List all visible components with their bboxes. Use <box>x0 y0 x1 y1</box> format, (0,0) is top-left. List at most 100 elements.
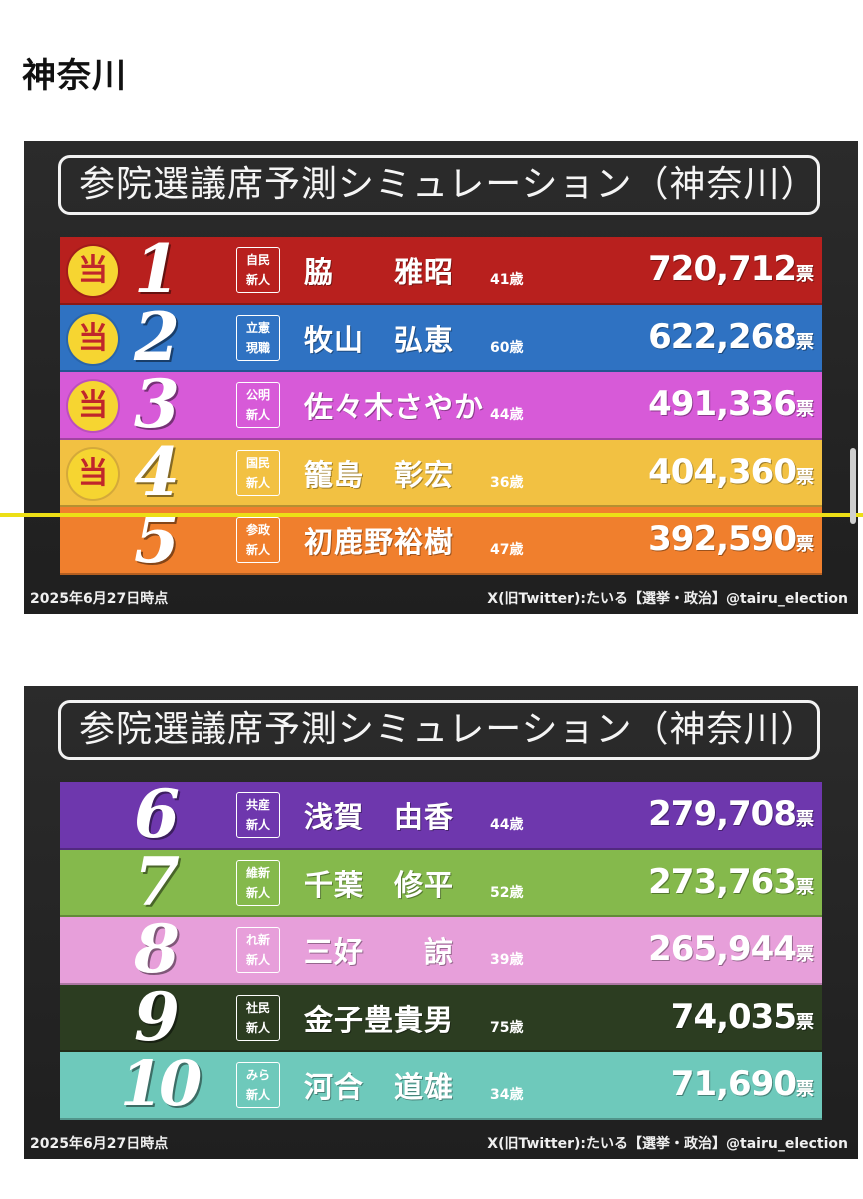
candidate-age: 52歳 <box>490 884 524 901</box>
elected-seal-icon: 当 <box>68 313 118 364</box>
candidate-status: 新人 <box>245 818 270 832</box>
vote-count: 622,268票 <box>648 317 814 357</box>
candidate-age: 60歳 <box>490 339 524 356</box>
candidate-age: 47歳 <box>490 542 524 559</box>
candidate-status: 新人 <box>245 1020 270 1035</box>
candidate-age: 44歳 <box>490 407 524 424</box>
rank-number: 10 <box>120 1047 202 1121</box>
party-badge: 国民 新人 <box>236 449 280 496</box>
rank-number: 4 <box>134 432 180 511</box>
scrollbar-thumb[interactable] <box>850 448 856 524</box>
candidate-name: 牧山 弘恵 <box>304 322 455 357</box>
candidate-status: 新人 <box>245 953 270 968</box>
vote-unit: 票 <box>796 399 814 421</box>
rank-number: 9 <box>134 977 180 1056</box>
vote-count: 265,944票 <box>648 929 814 969</box>
vote-number: 491,336 <box>648 384 797 425</box>
candidate-age: 44歳 <box>490 817 524 833</box>
party-badge: れ新 新人 <box>236 927 280 974</box>
vote-count: 392,590票 <box>648 519 814 559</box>
vote-unit: 票 <box>796 534 814 556</box>
candidate-name: 千葉 修平 <box>304 867 455 902</box>
vote-count: 74,035票 <box>671 997 814 1037</box>
vote-number: 392,590 <box>648 519 797 560</box>
candidate-name: 初鹿野裕樹 <box>304 525 455 560</box>
candidate-name: 佐々木さやか <box>304 390 485 425</box>
candidate-status: 現職 <box>245 340 270 355</box>
vote-unit: 票 <box>796 1011 814 1033</box>
vote-number: 265,944 <box>648 929 797 970</box>
vote-unit: 票 <box>796 876 814 898</box>
rank-number: 6 <box>134 775 180 853</box>
candidate-list: 6 共産 新人 浅賀 由香 44歳 279,708票 7 維新 新人 千葉 修平 52歳… <box>60 776 822 1120</box>
vote-number: 622,268 <box>648 316 797 357</box>
candidate-name: 脇 雅昭 <box>304 255 455 289</box>
candidate-age: 36歳 <box>490 474 524 491</box>
elected-seal-icon: 当 <box>68 448 118 499</box>
party-name: 社民 <box>245 1000 270 1015</box>
candidate-name: 金子豊貴男 <box>304 1002 455 1037</box>
footer-credit: X(旧Twitter):たいる【選挙・政治】@tairu_election <box>487 1136 848 1152</box>
candidate-age: 34歳 <box>490 1087 524 1104</box>
footer-date: 2025年6月27日時点 <box>30 591 169 607</box>
panel-title: 参院選議席予測シミュレーション（神奈川） <box>58 700 820 760</box>
elected-seal-icon: 当 <box>68 381 118 432</box>
footer-credit: X(旧Twitter):たいる【選挙・政治】@tairu_election <box>487 591 848 607</box>
vote-unit: 票 <box>796 1079 814 1101</box>
candidate-status: 新人 <box>245 885 270 900</box>
vote-count: 720,712票 <box>648 249 814 289</box>
party-badge: みら 新人 <box>236 1062 280 1109</box>
candidate-status: 新人 <box>245 475 270 490</box>
party-badge: 参政 新人 <box>236 517 280 564</box>
party-name: 自民 <box>245 253 270 267</box>
party-name: れ新 <box>245 933 270 948</box>
candidate-name: 河合 道雄 <box>304 1070 455 1105</box>
rank-number: 2 <box>134 297 180 376</box>
party-name: 立憲 <box>245 320 270 335</box>
vote-count: 279,708票 <box>648 794 814 834</box>
vote-number: 720,712 <box>648 249 797 289</box>
candidate-age: 41歳 <box>490 272 524 288</box>
candidate-name: 籠島 彰宏 <box>304 457 455 492</box>
candidate-row: 10 みら 新人 河合 道雄 34歳 71,690票 <box>60 1047 822 1120</box>
vote-unit: 票 <box>796 264 814 285</box>
footer-date: 2025年6月27日時点 <box>30 1136 169 1152</box>
party-badge: 自民 新人 <box>236 247 280 293</box>
prediction-panel-bottom: 参院選議席予測シミュレーション（神奈川） 6 共産 新人 浅賀 由香 44歳 279… <box>24 686 858 1159</box>
vote-count: 71,690票 <box>671 1064 814 1104</box>
vote-unit: 票 <box>796 331 814 353</box>
vote-number: 273,763 <box>648 861 797 902</box>
party-badge: 公明 新人 <box>236 382 280 429</box>
vote-number: 279,708 <box>648 794 797 834</box>
party-badge: 維新 新人 <box>236 859 280 906</box>
candidate-row: 8 れ新 新人 三好 諒 39歳 265,944票 <box>60 911 822 987</box>
vote-unit: 票 <box>796 944 814 966</box>
candidate-status: 新人 <box>245 408 270 423</box>
candidate-age: 39歳 <box>490 952 524 969</box>
candidate-row: 9 社民 新人 金子豊貴男 75歳 74,035票 <box>60 979 822 1055</box>
vote-count: 491,336票 <box>648 384 814 424</box>
candidate-row: 6 共産 新人 浅賀 由香 44歳 279,708票 <box>60 776 822 852</box>
vote-unit: 票 <box>796 809 814 830</box>
winning-cutoff-line <box>0 513 863 517</box>
party-name: 公明 <box>245 388 270 403</box>
vote-unit: 票 <box>796 466 814 488</box>
rank-number: 7 <box>134 842 180 921</box>
vote-number: 71,690 <box>670 1064 797 1105</box>
rank-number: 3 <box>134 365 180 444</box>
rank-number: 8 <box>134 910 180 989</box>
candidate-status: 新人 <box>245 1088 270 1103</box>
candidate-row: 7 維新 新人 千葉 修平 52歳 273,763票 <box>60 844 822 920</box>
vote-count: 273,763票 <box>648 862 814 902</box>
candidate-name: 三好 諒 <box>304 935 455 970</box>
vote-number: 74,035 <box>670 996 797 1037</box>
candidate-status: 新人 <box>245 543 270 558</box>
party-name: みら <box>245 1068 270 1083</box>
vote-number: 404,360 <box>648 451 797 492</box>
candidate-status: 新人 <box>245 273 270 287</box>
party-name: 国民 <box>245 455 270 470</box>
